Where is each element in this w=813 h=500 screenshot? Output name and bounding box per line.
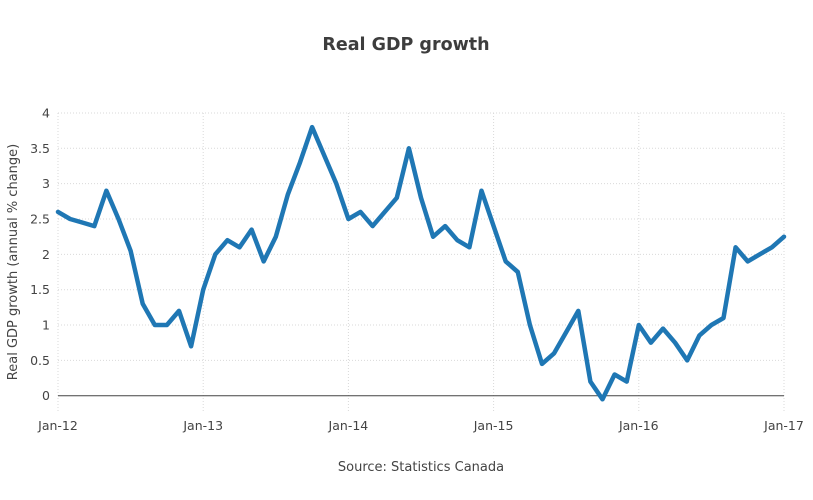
y-tick-label: 1.5: [30, 282, 50, 297]
y-tick-label: 0.5: [30, 353, 50, 368]
tick-layer: Jan-12 Jan-13 Jan-14 Jan-15 Jan-16 Jan-17 0 0.5…: [30, 105, 804, 433]
x-tick-label: Jan-17: [763, 418, 804, 433]
x-tick-label: Jan-15: [473, 418, 514, 433]
gdp-line-series[interactable]: [55, 124, 787, 402]
source-caption: Source: Statistics Canada: [338, 460, 504, 475]
y-tick-label: 3: [42, 176, 50, 191]
x-tick-label: Jan-16: [618, 418, 659, 433]
y-tick-label: 1: [42, 318, 50, 333]
y-tick-label: 2: [42, 247, 50, 262]
y-tick-label: 3.5: [30, 141, 50, 156]
x-tick-label: Jan-14: [328, 418, 369, 433]
y-tick-label: 2.5: [30, 211, 50, 226]
y-tick-label: 0: [42, 388, 50, 403]
grid-layer: [57, 112, 785, 412]
x-tick-label: Jan-13: [182, 418, 223, 433]
y-axis-title: Real GDP growth (annual % change): [6, 144, 21, 380]
x-tick-label: Jan-12: [37, 418, 78, 433]
y-tick-label: 4: [42, 105, 50, 120]
chart-title: Real GDP growth: [322, 35, 489, 55]
